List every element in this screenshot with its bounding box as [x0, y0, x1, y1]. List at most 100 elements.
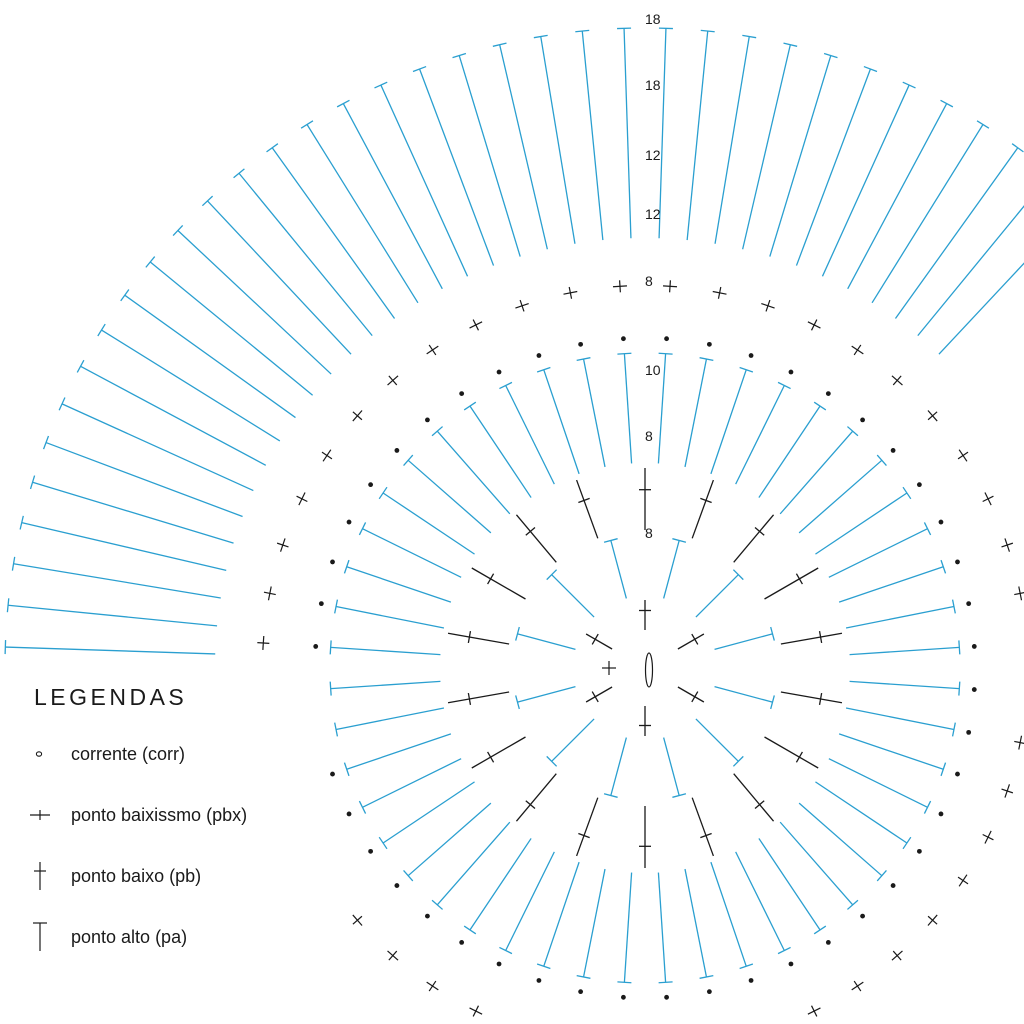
stitch-mark [923, 522, 932, 536]
stitch-mark [845, 707, 955, 731]
stitch-mark [346, 519, 352, 525]
stitch-mark [658, 28, 667, 239]
stitch-mark [971, 644, 977, 649]
stitch-mark [335, 707, 445, 731]
stitch-mark [58, 397, 66, 411]
legend-label-chain: corrente (corr) [71, 744, 186, 764]
stitch-mark [810, 319, 818, 331]
row-label: 12 [645, 147, 661, 163]
stitch-mark [425, 913, 430, 919]
stitch-mark [823, 52, 838, 59]
stitch-mark [603, 793, 618, 798]
stitch-mark [505, 851, 555, 951]
stitch-mark [706, 989, 712, 995]
stitch-mark [536, 963, 551, 970]
stitch-mark [733, 773, 775, 822]
stitch-mark [546, 569, 558, 581]
stitch-mark [578, 341, 584, 347]
stitch-mark [515, 773, 557, 822]
stitch-mark [876, 454, 887, 466]
stitch-mark [499, 946, 513, 955]
stitch-mark [425, 417, 430, 423]
stitch-mark [623, 353, 633, 464]
stitch-mark [551, 718, 595, 762]
stitch-mark [296, 495, 308, 503]
stitch-mark [120, 289, 130, 302]
stitch-mark [754, 800, 765, 809]
stitch-mark [519, 299, 525, 312]
stitch-mark [735, 385, 785, 485]
stitch-mark [770, 626, 775, 641]
stitch-mark [663, 737, 680, 796]
stitch-mark [658, 981, 673, 984]
stitch-mark [362, 758, 462, 808]
stitch-mark [664, 336, 669, 342]
stitch-mark [916, 482, 922, 488]
stitch-mark [657, 353, 667, 464]
stitch-mark [330, 559, 335, 565]
stitch-mark [795, 68, 872, 266]
stitch-mark [576, 357, 591, 362]
stitch-mark [459, 939, 465, 945]
stitch-mark [45, 441, 243, 518]
stitch-mark [1001, 788, 1014, 794]
stitch-mark [672, 538, 687, 543]
stitch-mark [525, 527, 536, 536]
stitch-mark [714, 633, 773, 650]
stitch-mark [1014, 740, 1024, 744]
stitch-mark [313, 644, 319, 649]
stitch-mark [581, 31, 604, 241]
stitch-mark [618, 280, 621, 293]
slip-stitch-icon [30, 810, 50, 820]
stitch-mark [382, 492, 475, 555]
stitch-mark [334, 599, 339, 614]
stitch-mark [714, 686, 773, 703]
stitch-mark [764, 567, 819, 600]
stitch-mark [938, 811, 944, 817]
stitch-mark [710, 861, 747, 967]
stitch-mark [394, 883, 400, 888]
stitch-mark [847, 426, 859, 437]
stitch-mark [42, 435, 50, 450]
stitch-mark [780, 632, 843, 645]
stitch-mark [233, 168, 245, 179]
stitch-mark [329, 681, 332, 696]
legend: LEGENDAS corrente (corr) ponto baixissmo… [30, 684, 360, 964]
stitch-mark [346, 811, 352, 817]
stitch-mark [447, 691, 510, 704]
stitch-mark [467, 631, 472, 644]
stitch-mark [352, 411, 363, 421]
stitch-mark [617, 352, 632, 355]
stitch-mark [346, 566, 452, 603]
stitch-mark [578, 832, 590, 839]
stitch-mark [378, 836, 388, 850]
stitch-mark [958, 681, 961, 696]
stitch-mark [334, 722, 339, 737]
stitch-mark [815, 492, 908, 555]
stitch-mark [894, 147, 1019, 319]
stitch-mark [591, 691, 599, 703]
stitch-mark [517, 686, 576, 703]
stitch-mark [578, 989, 584, 995]
legend-item-chain: corrente (corr) [30, 734, 360, 774]
stitch-mark [798, 459, 883, 534]
stitch-mark [795, 751, 803, 763]
stitch-mark [657, 872, 667, 983]
stitch-mark [543, 369, 580, 475]
stitch-mark [717, 286, 722, 299]
stitch-mark [966, 729, 972, 735]
stitch-mark [938, 262, 1024, 355]
stitch-mark [927, 915, 938, 925]
stitch-mark [798, 802, 883, 877]
stitch-mark [748, 978, 754, 983]
stitch-mark [463, 925, 477, 935]
stitch-mark [700, 832, 712, 839]
stitch-mark [769, 55, 832, 257]
stitch-mark [591, 633, 599, 645]
stitch-mark [795, 573, 803, 585]
legend-item-slip-stitch: ponto baixissmo (pbx) [30, 795, 360, 835]
stitch-mark [610, 540, 627, 599]
stitch-mark [706, 341, 712, 347]
stitch-mark [677, 633, 705, 650]
stitch-mark [575, 479, 599, 539]
